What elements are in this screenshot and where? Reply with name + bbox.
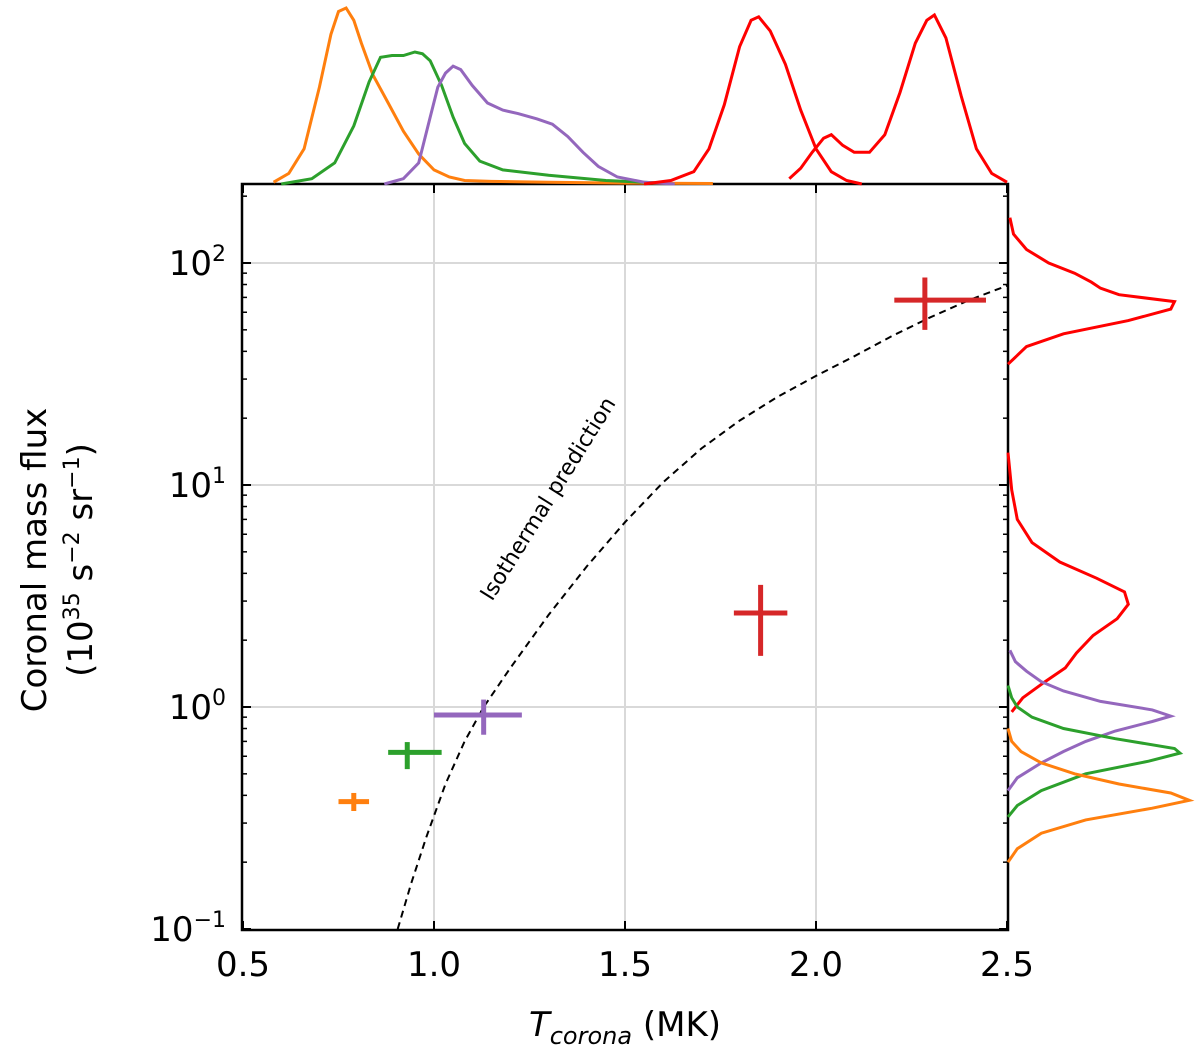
x-axis-label: Tcorona (MK) — [529, 1005, 721, 1050]
top-distribution-curve — [643, 14, 863, 186]
top-distribution-curve — [383, 64, 675, 186]
axis-ticks: 0.5 1.0 1.5 2.0 2.5 10−1 100 101 102 — [150, 184, 1034, 985]
y-tick-label: 10−1 — [150, 908, 226, 950]
x-tick-label: 0.5 — [216, 945, 270, 985]
top-distribution-curve — [280, 50, 664, 186]
top-distribution-curve — [272, 6, 713, 185]
isothermal-curve — [396, 284, 1008, 930]
isothermal-prediction-label: Isothermal prediction — [476, 393, 622, 605]
right-distribution-curve — [1006, 649, 1176, 792]
isothermal-layer — [396, 284, 1008, 930]
data-point — [894, 277, 986, 330]
x-tick-label: 2.5 — [980, 945, 1034, 985]
data-points — [338, 277, 986, 812]
right-distribution-curve — [1006, 452, 1130, 713]
right-distribution-curve — [1006, 217, 1177, 366]
x-tick-label: 1.0 — [407, 945, 461, 985]
y-tick-label: 101 — [169, 464, 226, 506]
data-point — [338, 792, 370, 812]
data-point — [434, 699, 522, 735]
right-distribution-curve — [1006, 685, 1184, 818]
x-tick-label: 2.0 — [789, 945, 843, 985]
y-axis-label-line1: Coronal mass flux — [15, 408, 55, 713]
top-distribution-curve — [788, 12, 1008, 184]
x-tick-label: 1.5 — [598, 945, 652, 985]
right-distribution-curve — [1006, 728, 1195, 864]
data-point — [733, 584, 788, 656]
grid-lines — [242, 184, 1008, 930]
data-point — [388, 742, 442, 770]
y-tick-label: 102 — [169, 242, 226, 284]
right-marginal-distributions — [1006, 217, 1195, 864]
y-tick-label: 100 — [169, 686, 226, 728]
top-marginal-distributions — [272, 6, 1008, 186]
y-axis-label-line2: (1035 s−2 sr−1) — [60, 443, 101, 677]
